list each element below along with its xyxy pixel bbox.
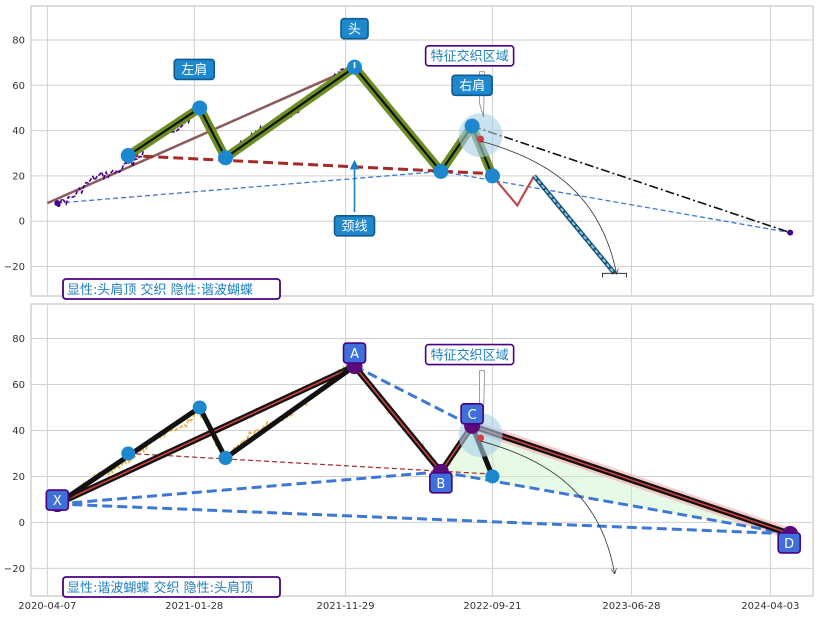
pattern-label-box: [333, 214, 376, 237]
overlap-label-bottom-box: [424, 343, 515, 366]
pattern-label-box: [451, 74, 493, 97]
top-ytick-label: 0: [19, 217, 25, 228]
overlap-label-bottom: 特征交织区域: [431, 347, 509, 363]
pattern-point: [120, 148, 136, 164]
pattern-label-box: [340, 17, 369, 40]
bottom-grid: [31, 304, 813, 596]
xabcd-label-C: C: [468, 408, 477, 423]
hs-point: [121, 446, 136, 461]
overlap-label: 特征交织区域: [431, 49, 509, 65]
harmonic-dash: [353, 364, 473, 428]
forecast-line: [471, 125, 791, 234]
x-tick-label: 2021-11-29: [317, 601, 375, 612]
bottom-ytick-label: 60: [12, 380, 25, 391]
top-ytick-label: 60: [12, 81, 25, 92]
xabcd-label-box: [777, 532, 801, 554]
pattern-point: [192, 100, 208, 116]
xabcd-label-box: [45, 489, 70, 511]
x-axis-ticks: 2020-04-07 2021-01-28 2021-11-29 2022-09-21…: [18, 601, 799, 612]
bottom-ytick-label: 0: [19, 518, 25, 529]
top-ytick-label: 40: [12, 126, 25, 137]
hs-point: [192, 400, 207, 415]
pattern-label: 颈线: [342, 220, 368, 235]
top-ytick-label: 80: [12, 35, 25, 46]
x-tick-label: 2020-04-07: [18, 601, 76, 612]
bottom-ytick-label: 80: [12, 334, 25, 345]
pattern-point: [433, 163, 449, 179]
neckline-bottom: [128, 452, 493, 475]
xabcd-label-box: [429, 472, 453, 494]
overlap-center-dot: [477, 135, 485, 143]
endpoint-dot: [787, 229, 794, 236]
pattern-point: [218, 150, 234, 166]
pattern-point: [464, 118, 480, 134]
x-tick-label: 2021-01-28: [165, 601, 223, 612]
top-ytick-label: −20: [4, 262, 25, 273]
top-y-ticks: −20 0 20 40 60 80: [4, 35, 25, 273]
x-tick-label: 2024-04-03: [741, 601, 799, 612]
overlap-arrow-bottom: [480, 440, 615, 573]
pattern-label: 头: [348, 22, 361, 37]
status-text: 显性:头肩顶 交织 隐性:谐波蝴蝶: [67, 282, 253, 298]
hs-point: [485, 469, 500, 484]
status-box-bottom: [62, 576, 281, 598]
pattern-point: [484, 168, 500, 184]
harmonic-dash: [57, 470, 442, 506]
xabcd-label-B: B: [436, 477, 445, 492]
overlap-region: [458, 113, 503, 158]
endpoint-dot: [54, 200, 61, 207]
status-text-bottom: 显性:谐波蝴蝶 交织 隐性:头肩顶: [67, 580, 253, 596]
status-box: [62, 278, 281, 300]
xabcd-label-X: X: [53, 494, 62, 509]
top-ytick-label: 20: [12, 171, 25, 182]
xabcd-label-A: A: [350, 347, 359, 362]
x-tick-label: 2023-06-28: [602, 601, 660, 612]
harmonic-dash: [57, 502, 791, 536]
neckline: [128, 154, 493, 176]
bottom-ytick-label: −20: [4, 564, 25, 575]
projection-leg-dash: [533, 175, 616, 274]
xabcd-label-box: [460, 403, 484, 425]
pattern-label-box: [173, 58, 216, 81]
overlap-arrow: [480, 140, 617, 273]
bottom-ytick-label: 20: [12, 472, 25, 483]
pattern-label: 左肩: [181, 62, 207, 78]
x-tick-label: 2022-09-21: [463, 601, 521, 612]
hs-point: [218, 451, 233, 466]
pattern-label: 右肩: [459, 78, 485, 94]
bottom-ytick-label: 40: [12, 426, 25, 437]
bottom-y-ticks: −20 0 20 40 60 80: [4, 334, 25, 575]
projection-zigzag: [491, 175, 536, 208]
overlap-label-box: [424, 45, 515, 67]
overlap-center-dot-bottom: [477, 434, 485, 442]
xabcd-label-box: [342, 342, 367, 364]
xabcd-label-D: D: [784, 537, 794, 552]
left-slope-line: [46, 66, 356, 205]
